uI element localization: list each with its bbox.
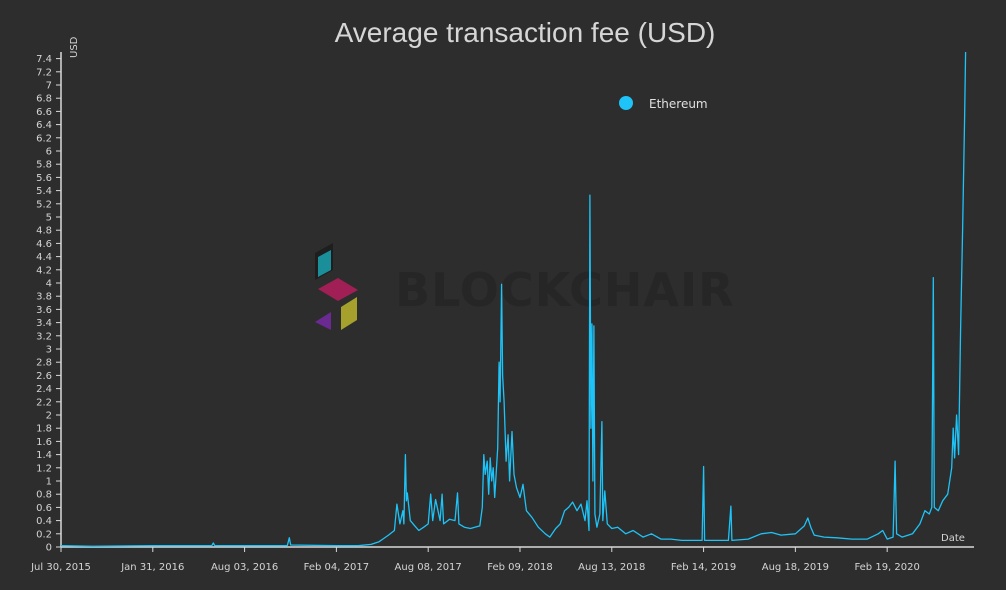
y-tick-label: 6 (46, 147, 52, 158)
y-tick-label: 2.2 (36, 397, 52, 408)
chart-title: Average transaction fee (USD) (335, 17, 716, 48)
y-axis-title: USD (69, 36, 80, 58)
y-tick-label: 1.8 (36, 424, 52, 435)
legend-label-ethereum: Ethereum (649, 97, 708, 111)
y-tick-label: 1.6 (36, 437, 52, 448)
y-tick-label: 0.4 (36, 516, 52, 527)
y-tick-label: 3.8 (36, 292, 52, 303)
legend-swatch-ethereum (619, 96, 633, 110)
y-tick-label: 5.2 (36, 199, 52, 210)
y-tick-label: 4 (46, 279, 52, 290)
x-axis-ticks: Jul 30, 2015 Jan 31, 2016 Aug 03, 2016 Feb … (30, 547, 920, 573)
y-tick-label: 6.8 (36, 94, 52, 105)
watermark-text: BLOCKCHAIR (395, 263, 735, 317)
y-tick-label: 5 (46, 213, 52, 224)
x-tick-label: Aug 08, 2017 (395, 562, 462, 573)
x-tick-label: Aug 18, 2019 (762, 562, 829, 573)
y-tick-label: 2.4 (36, 384, 52, 395)
y-tick-label: 7.2 (36, 67, 52, 78)
x-tick-label: Jul 30, 2015 (30, 562, 91, 573)
y-tick-label: 7 (46, 81, 52, 92)
y-tick-label: 3.4 (36, 318, 52, 329)
y-tick-label: 5.4 (36, 186, 52, 197)
y-tick-label: 1.2 (36, 463, 52, 474)
x-tick-label: Aug 13, 2018 (578, 562, 645, 573)
x-tick-label: Feb 19, 2020 (854, 562, 919, 573)
y-tick-label: 1 (46, 477, 52, 488)
y-tick-label: 6.2 (36, 133, 52, 144)
y-tick-label: 5.6 (36, 173, 52, 184)
y-tick-label: 0 (46, 543, 52, 554)
y-tick-label: 5.8 (36, 160, 52, 171)
series-layer (60, 51, 967, 547)
y-tick-label: 3.6 (36, 305, 52, 316)
legend: Ethereum (619, 96, 708, 111)
x-tick-label: Feb 14, 2019 (671, 562, 736, 573)
y-tick-label: 4.2 (36, 265, 52, 276)
y-tick-label: 3.2 (36, 331, 52, 342)
y-tick-label: 0.2 (36, 529, 52, 540)
y-tick-label: 0.8 (36, 490, 52, 501)
y-tick-label: 3 (46, 345, 52, 356)
y-tick-label: 6.6 (36, 107, 52, 118)
x-tick-label: Jan 31, 2016 (120, 562, 184, 573)
y-tick-label: 4.8 (36, 226, 52, 237)
blockchair-logo-icon (315, 243, 358, 330)
x-tick-label: Feb 09, 2018 (487, 562, 552, 573)
series-line-ethereum (60, 51, 967, 547)
y-tick-label: 7.4 (36, 54, 52, 65)
x-tick-label: Aug 03, 2016 (211, 562, 278, 573)
x-tick-label: Feb 04, 2017 (304, 562, 369, 573)
y-tick-label: 6.4 (36, 120, 52, 131)
y-tick-label: 2.8 (36, 358, 52, 369)
y-tick-label: 4.6 (36, 239, 52, 250)
y-tick-label: 0.6 (36, 503, 52, 514)
y-tick-label: 1.4 (36, 450, 52, 461)
y-tick-label: 2 (46, 411, 52, 422)
y-tick-label: 4.4 (36, 252, 52, 263)
x-axis-title: Date (941, 533, 965, 544)
y-tick-label: 2.6 (36, 371, 52, 382)
y-axis-ticks: 0 0.2 0.4 0.6 0.8 1 1.2 1.4 1.6 1.8 2 2.2 2.4 2.6 2.8 3… (36, 54, 61, 554)
watermark: BLOCKCHAIR (315, 243, 735, 330)
